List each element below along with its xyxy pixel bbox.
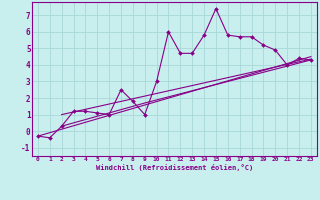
X-axis label: Windchill (Refroidissement éolien,°C): Windchill (Refroidissement éolien,°C) [96,164,253,171]
